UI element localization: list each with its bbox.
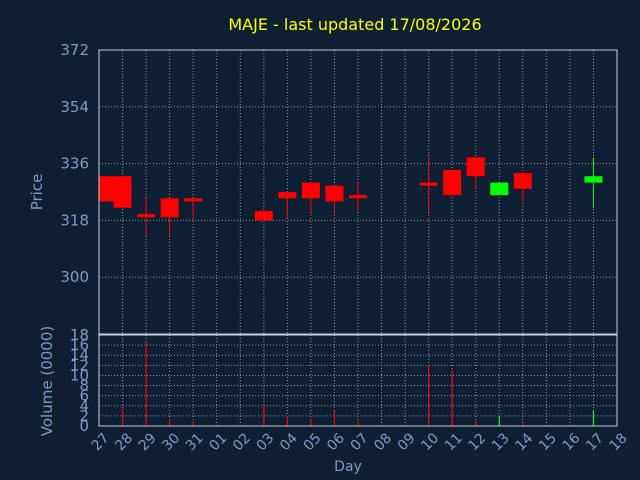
volume-plot-frame — [98, 334, 618, 427]
candle-body — [160, 198, 179, 218]
x-tick-label: 17 — [583, 430, 607, 454]
x-tick-label: 11 — [442, 430, 466, 454]
candle — [325, 185, 344, 215]
x-tick-label: 13 — [489, 430, 513, 454]
x-tick-label: 14 — [513, 430, 537, 454]
candle-body — [349, 195, 367, 199]
candle — [419, 157, 438, 215]
x-tick-label: 03 — [254, 430, 278, 454]
price-y-axis: 300 318 336 354 372 — [60, 41, 89, 286]
candle — [349, 182, 367, 211]
x-tick-label: 12 — [465, 430, 489, 454]
candle — [278, 192, 297, 218]
x-tick-label: 27 — [89, 430, 113, 454]
volume-y-tick-label: 12 — [70, 356, 89, 374]
price-plot-frame — [98, 49, 618, 335]
x-tick-label: 31 — [183, 430, 207, 454]
candle-body — [184, 198, 203, 202]
price-y-tick-label: 300 — [60, 268, 89, 286]
volume-y-tick-label: 2 — [79, 407, 89, 425]
candle-body — [584, 176, 603, 183]
candle — [160, 198, 179, 237]
candle-body — [513, 173, 532, 189]
candle-body — [278, 192, 297, 199]
candle — [184, 198, 203, 218]
candle — [254, 210, 273, 221]
candle — [98, 176, 115, 202]
volume-y-tick-label: 10 — [70, 366, 89, 384]
x-tick-label: 09 — [395, 430, 419, 454]
candle — [113, 176, 132, 208]
candle-body — [137, 214, 156, 218]
x-axis-label: Day — [334, 459, 362, 475]
candle-body — [419, 182, 438, 186]
x-tick-label: 02 — [230, 430, 254, 454]
candle — [301, 182, 320, 215]
volume-y-tick-label: 16 — [70, 336, 89, 354]
x-tick-label: 04 — [277, 430, 301, 454]
candle-body — [99, 176, 115, 202]
x-axis: 27 28 29 30 31 01 02 03 04 05 06 07 08 09 10 11 12 13 14 15… — [89, 430, 631, 454]
candle-body — [490, 182, 509, 196]
x-tick-label: 15 — [536, 430, 560, 454]
candle-body — [466, 157, 485, 177]
volume-y-tick-label: 6 — [79, 387, 89, 405]
volume-y-label: Volume (0000) — [38, 326, 56, 436]
x-tick-label: 28 — [112, 430, 136, 454]
volume-y-tick-label: 14 — [70, 346, 89, 364]
candle — [584, 157, 603, 208]
candle-body — [254, 210, 273, 221]
x-tick-label: 29 — [136, 430, 160, 454]
candle — [137, 198, 156, 237]
candle — [490, 182, 509, 196]
chart-title: MAJE - last updated 17/08/2026 — [228, 15, 481, 34]
x-tick-label: 07 — [348, 430, 372, 454]
x-tick-label: 16 — [560, 430, 584, 454]
candle — [466, 157, 485, 189]
volume-y-tick-label: 4 — [79, 397, 89, 415]
candle-body — [301, 182, 320, 199]
volume-series — [121, 342, 595, 426]
volume-y-tick-label: 8 — [79, 377, 89, 395]
price-y-tick-label: 372 — [60, 41, 89, 59]
price-y-tick-label: 318 — [60, 211, 89, 229]
x-tick-label: 10 — [418, 430, 442, 454]
candle-body — [443, 169, 462, 196]
candle-body — [113, 176, 132, 208]
price-y-tick-label: 354 — [60, 98, 89, 116]
x-tick-label: 01 — [206, 430, 230, 454]
x-tick-label: 18 — [607, 430, 631, 454]
x-tick-label: 30 — [159, 430, 183, 454]
candle — [513, 173, 532, 202]
price-y-tick-label: 336 — [60, 155, 89, 173]
x-tick-label: 06 — [324, 430, 348, 454]
price-y-label: Price — [28, 174, 46, 211]
volume-y-tick-label: 18 — [70, 326, 89, 344]
volume-y-tick-label: 0 — [79, 417, 89, 435]
x-tick-label: 08 — [371, 430, 395, 454]
candle-body — [325, 185, 344, 202]
x-tick-label: 05 — [301, 430, 325, 454]
candle — [443, 169, 462, 196]
